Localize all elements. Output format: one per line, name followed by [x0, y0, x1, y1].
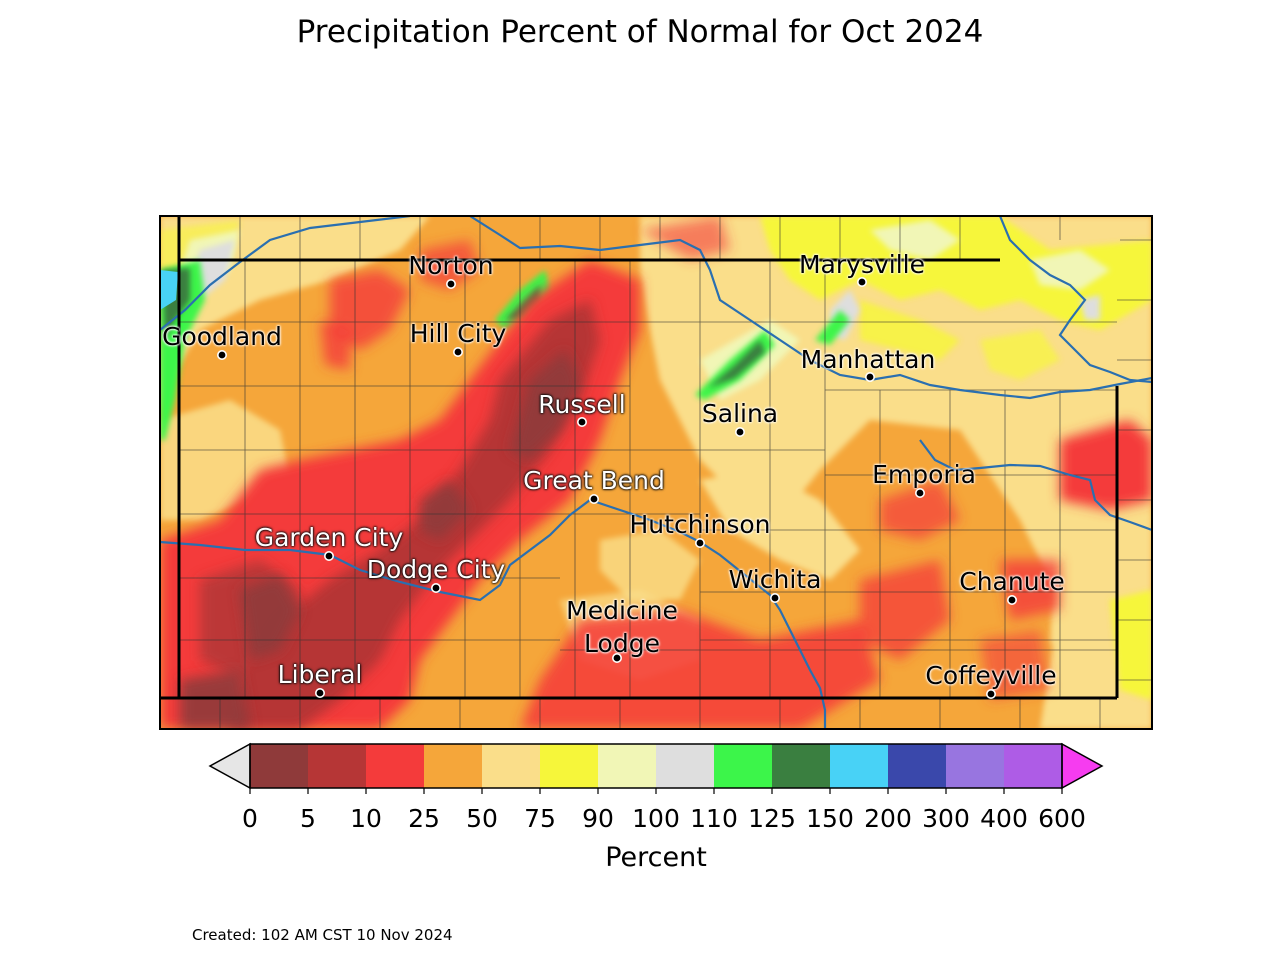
city-marker-coffeyville — [985, 688, 996, 699]
city-marker-liberal — [314, 687, 325, 698]
city-marker-manhattan — [864, 371, 875, 382]
city-label-emporia: Emporia — [872, 460, 976, 489]
city-markers — [217, 276, 1017, 699]
city-label-goodland: Goodland — [162, 322, 282, 351]
city-marker-wichita — [769, 592, 780, 603]
colorbar-tick-label: 125 — [748, 804, 796, 833]
colorbar-cell — [1004, 744, 1063, 788]
colorbar-cell — [482, 744, 541, 788]
colorbar-cell — [250, 744, 309, 788]
colorbar-tick-label: 25 — [408, 804, 440, 833]
colorbar-over-triangle — [1061, 742, 1104, 790]
colorbar-cell — [598, 744, 657, 788]
city-marker-great-bend — [588, 493, 599, 504]
city-label-hill-city: Hill City — [409, 319, 507, 348]
colorbar-cell — [888, 744, 947, 788]
city-label-wichita: Wichita — [728, 565, 822, 594]
colorbar-cell — [772, 744, 831, 788]
colorbar-tick-label: 5 — [300, 804, 316, 833]
city-marker-garden-city — [323, 550, 334, 561]
city-label-russell: Russell — [538, 390, 626, 419]
city-marker-hutchinson — [694, 537, 705, 548]
colorbar-cell — [830, 744, 889, 788]
colorbar-tick-label: 75 — [524, 804, 556, 833]
city-label-great-bend: Great Bend — [523, 466, 665, 495]
city-marker-marysville — [856, 276, 867, 287]
city-marker-hill-city — [452, 346, 463, 357]
colorbar-tick-label: 0 — [242, 804, 258, 833]
city-label-garden-city: Garden City — [254, 523, 404, 552]
city-marker-goodland — [217, 349, 228, 360]
city-label-hutchinson: Hutchinson — [629, 510, 771, 539]
city-label-norton: Norton — [408, 251, 494, 280]
colorbar-cell — [540, 744, 599, 788]
colorbar-tick-label: 400 — [980, 804, 1028, 833]
city-marker-medicine-lodge — [611, 652, 622, 663]
colorbar-under-triangle — [208, 742, 251, 790]
colorbar-tick-label: 150 — [806, 804, 854, 833]
county-boundaries — [179, 216, 1152, 729]
colorbar-cell — [424, 744, 483, 788]
city-label-dodge-city: Dodge City — [366, 555, 506, 584]
colorbar-cell — [656, 744, 715, 788]
colorbar-tick-label: 50 — [466, 804, 498, 833]
colorbar-tick-label: 110 — [690, 804, 738, 833]
colorbar-cell — [308, 744, 367, 788]
colorbar-cell — [366, 744, 425, 788]
colorbar-tick-label: 200 — [864, 804, 912, 833]
city-label-medicine-lodge: Medicine Lodge — [566, 596, 678, 658]
city-marker-chanute — [1006, 594, 1017, 605]
city-marker-norton — [445, 278, 456, 289]
city-marker-emporia — [914, 487, 925, 498]
city-marker-salina — [734, 426, 745, 437]
state-boundary — [160, 216, 1119, 700]
city-marker-russell — [576, 416, 587, 427]
city-label-chanute: Chanute — [959, 567, 1065, 596]
city-label-liberal: Liberal — [277, 660, 363, 689]
city-label-manhattan: Manhattan — [800, 345, 936, 374]
city-marker-dodge-city — [430, 582, 441, 593]
city-label-marysville: Marysville — [798, 250, 926, 279]
precip-field — [160, 216, 1152, 729]
colorbar-tick-label: 10 — [350, 804, 382, 833]
colorbar-tick-label: 300 — [922, 804, 970, 833]
colorbar-label: Percent — [605, 842, 707, 873]
city-label-coffeyville: Coffeyville — [925, 661, 1057, 690]
colorbar-tick-label: 90 — [582, 804, 614, 833]
colorbar-tick-label: 600 — [1038, 804, 1086, 833]
colorbar-cell — [946, 744, 1005, 788]
city-label-salina: Salina — [701, 399, 779, 428]
colorbar-tick-label: 100 — [632, 804, 680, 833]
colorbar-cell — [714, 744, 773, 788]
page-title: Precipitation Percent of Normal for Oct … — [296, 14, 984, 50]
created-timestamp: Created: 102 AM CST 10 Nov 2024 — [192, 926, 453, 944]
map-frame — [159, 215, 1153, 730]
